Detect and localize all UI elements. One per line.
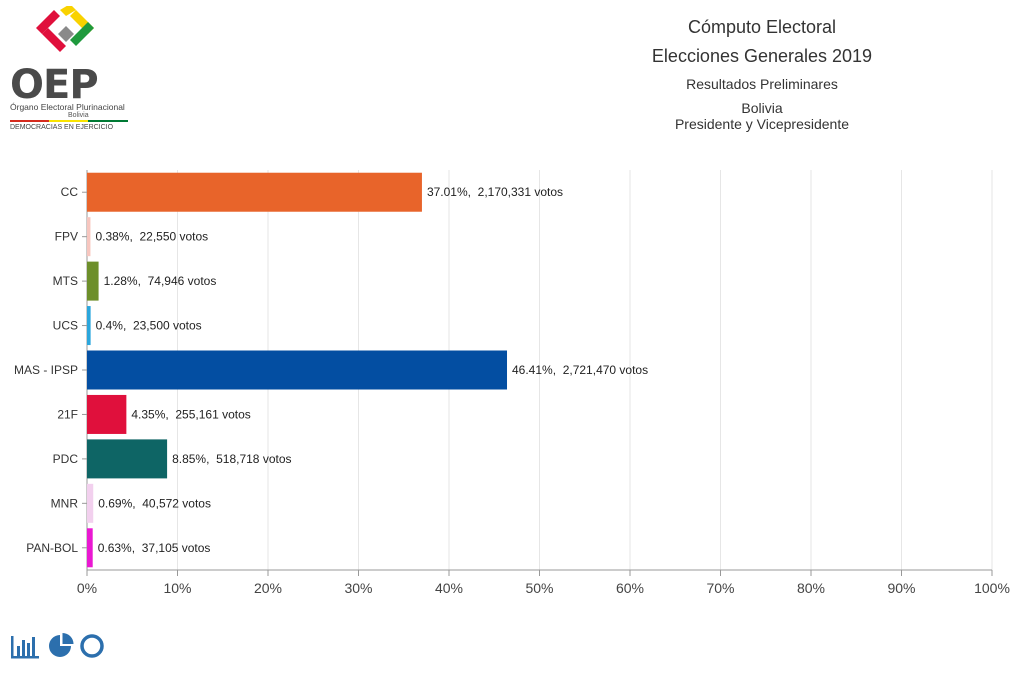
data-label: 0.38%, 22,550 votos [95, 230, 208, 244]
oep-logo-mark-icon [36, 6, 94, 52]
bar[interactable] [87, 394, 127, 434]
category-label: PAN-BOL [26, 541, 78, 555]
chart-header: Cómputo Electoral Elecciones Generales 2… [560, 16, 964, 132]
office-label: Presidente y Vicepresidente [674, 116, 850, 132]
region-label: Bolivia [741, 100, 783, 116]
bar[interactable] [87, 306, 91, 346]
data-label: 0.4%, 23,500 votos [96, 319, 202, 333]
data-label: 37.01%, 2,170,331 votos [427, 185, 563, 199]
category-label: 21F [57, 407, 78, 421]
x-tick-label: 40% [435, 580, 463, 596]
bar[interactable] [87, 217, 91, 257]
x-tick-label: 10% [163, 580, 191, 596]
x-tick-label: 70% [706, 580, 734, 596]
x-tick-label: 80% [797, 580, 825, 596]
data-label: 46.41%, 2,721,470 votos [512, 363, 648, 377]
results-status: Resultados Preliminares [686, 76, 838, 92]
category-label: MTS [53, 274, 78, 288]
oep-logo: OEP Órgano Electoral Plurinacional Boliv… [8, 6, 138, 134]
bar[interactable] [87, 261, 99, 301]
chart-title: Cómputo Electoral [687, 17, 837, 37]
logo-flag-stripe [10, 120, 128, 122]
x-tick-label: 0% [77, 580, 97, 596]
bar[interactable] [87, 528, 93, 568]
category-label: UCS [53, 319, 78, 333]
logo-country: Bolivia [68, 112, 89, 119]
data-label: 0.63%, 37,105 votos [98, 541, 211, 555]
x-tick-label: 20% [254, 580, 282, 596]
category-label: FPV [55, 230, 78, 244]
x-tick-label: 60% [616, 580, 644, 596]
pie-chart-icon[interactable] [46, 632, 76, 660]
category-label: MAS - IPSP [14, 363, 78, 377]
logo-slogan: DEMOCRACIAS EN EJERCICIO [10, 124, 114, 131]
bar-chart: 0% 10% 20% 30% 40% 50% 60% 70% 80% 90% 100% CC 37.01… [14, 170, 1010, 596]
data-label: 0.69%, 40,572 votos [98, 496, 211, 510]
x-tick-label: 50% [525, 580, 553, 596]
logo-org-name: Órgano Electoral Plurinacional [10, 102, 125, 112]
category-label: CC [61, 185, 79, 199]
data-label: 8.85%, 518,718 votos [172, 452, 291, 466]
bar[interactable] [87, 483, 94, 523]
data-label: 4.35%, 255,161 votos [131, 407, 250, 421]
bar[interactable] [87, 172, 422, 212]
chart-subtitle: Elecciones Generales 2019 [651, 46, 873, 66]
category-label: PDC [53, 452, 79, 466]
x-tick-label: 90% [887, 580, 915, 596]
donut-chart-icon[interactable] [78, 632, 108, 660]
category-label: MNR [51, 496, 79, 510]
bar-chart-icon[interactable] [10, 632, 40, 660]
x-tick-label: 100% [974, 580, 1010, 596]
logo-acronym: OEP [10, 62, 99, 108]
data-label: 1.28%, 74,946 votos [104, 274, 217, 288]
x-tick-label: 30% [344, 580, 372, 596]
bar[interactable] [87, 439, 168, 479]
bar[interactable] [87, 350, 508, 390]
